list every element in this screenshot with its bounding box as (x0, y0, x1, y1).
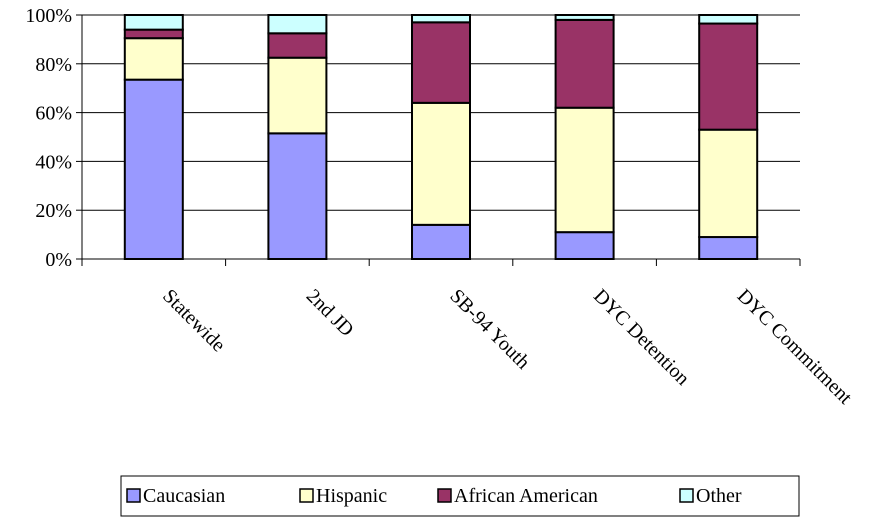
bar-segment-other (411, 14, 471, 24)
legend-label: African American (454, 485, 598, 507)
legend-item-african-american: African American (437, 485, 598, 507)
category-label: Statewide (158, 285, 229, 356)
bar-segment-caucasian (554, 231, 615, 261)
bar-segment-caucasian (698, 236, 759, 260)
bar-segment-african-american (267, 32, 328, 59)
category-label: DYC Commitment (733, 285, 857, 409)
y-tick-label: 0% (45, 249, 72, 271)
bar-segment-hispanic (267, 56, 328, 135)
bar-segment-hispanic (698, 128, 759, 239)
legend-label: Caucasian (143, 485, 225, 507)
legend-swatch (437, 488, 452, 503)
bar-segment-other (267, 14, 328, 35)
y-axis-ticks: 0% 20% 40% 60% 80% 100% (25, 5, 82, 271)
bar-segment-other (554, 14, 615, 21)
category-label: 2nd JD (302, 285, 358, 341)
category-label: DYC Detention (589, 285, 694, 390)
y-tick-label: 20% (35, 200, 72, 222)
legend-item-hispanic: Hispanic (299, 485, 387, 507)
y-tick-label: 80% (35, 54, 72, 76)
legend-label: Other (696, 485, 742, 507)
legend-swatch (299, 488, 314, 503)
bars (123, 14, 759, 261)
bar-segment-african-american (554, 18, 615, 109)
bar-segment-african-american (698, 22, 759, 131)
category-label: SB-94 Youth (445, 285, 534, 374)
bar-segment-other (123, 14, 184, 31)
bar-segment-african-american (123, 28, 184, 40)
y-tick-label: 60% (35, 103, 72, 125)
bar-segment-caucasian (411, 223, 471, 260)
bar-segment-other (698, 14, 759, 25)
axes (81, 15, 801, 266)
legend-swatch (126, 488, 141, 503)
bar-segment-caucasian (267, 132, 328, 260)
bar-segment-hispanic (123, 37, 184, 81)
legend-item-caucasian: Caucasian (126, 485, 225, 507)
bar-segment-hispanic (554, 106, 615, 234)
category-labels: Statewide 2nd JD SB-94 Youth DYC Detention D… (158, 285, 856, 409)
y-tick-label: 40% (35, 151, 72, 173)
legend: Caucasian Hispanic African American Other (120, 475, 800, 517)
bar-segment-african-american (411, 21, 471, 104)
y-tick-label: 100% (25, 5, 72, 27)
legend-item-other: Other (679, 485, 742, 507)
legend-swatch (679, 488, 694, 503)
bar-segment-hispanic (411, 101, 471, 226)
legend-label: Hispanic (316, 485, 387, 507)
bar-segment-caucasian (123, 78, 184, 260)
